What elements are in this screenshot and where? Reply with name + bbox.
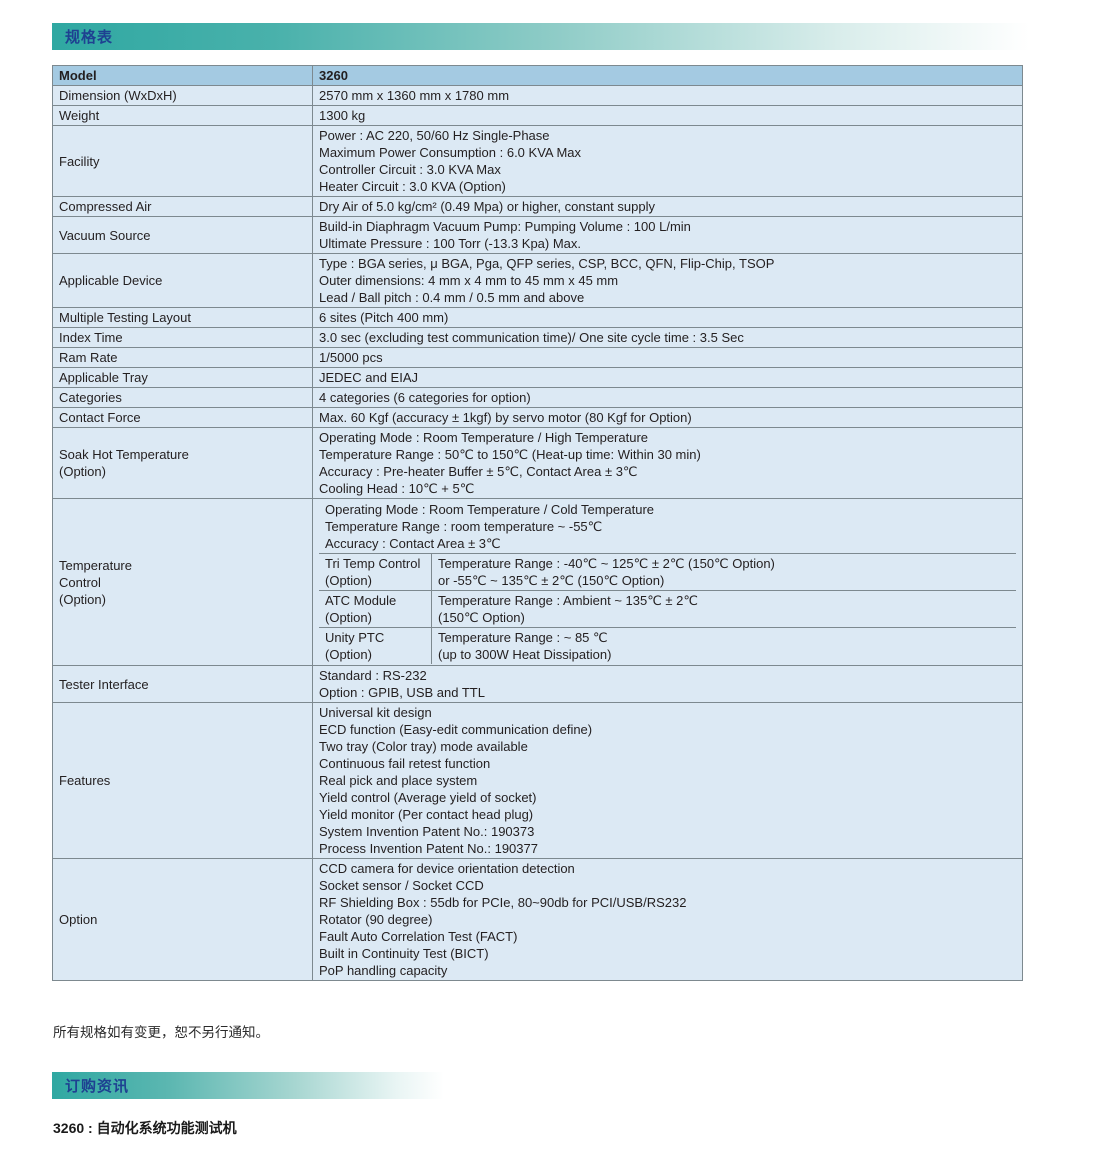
row-weight: Weight 1300 kg (52, 105, 1023, 126)
row-applicable-device: Applicable Device Type : BGA series, μ B… (52, 253, 1023, 308)
row-temperature-control: Temperature Control (Option) Operating M… (52, 498, 1023, 666)
label-cell: Soak Hot Temperature (Option) (52, 427, 313, 499)
tc-sub-row-tri-temp: Tri Temp Control (Option) Temperature Ra… (319, 554, 1016, 591)
value-cell: 2570 mm x 1360 mm x 1780 mm (312, 85, 1023, 106)
row-facility: Facility Power : AC 220, 50/60 Hz Single… (52, 125, 1023, 197)
tc-sub-row-atc-module: ATC Module (Option) Temperature Range : … (319, 591, 1016, 628)
row-features: Features Universal kit design ECD functi… (52, 702, 1023, 859)
label-cell: Features (52, 702, 313, 859)
order-section-bar: 订购资讯 (52, 1072, 444, 1099)
ordering-model-description: 自动化系统功能测试机 (96, 1120, 237, 1136)
row-multiple-testing-layout: Multiple Testing Layout 6 sites (Pitch 4… (52, 307, 1023, 328)
spec-section-bar: 规格表 (52, 23, 1060, 50)
ordering-model-number: 3260 (53, 1120, 85, 1136)
tc-sub-label: ATC Module (Option) (319, 591, 432, 627)
row-dimension: Dimension (WxDxH) 2570 mm x 1360 mm x 17… (52, 85, 1023, 106)
row-index-time: Index Time 3.0 sec (excluding test commu… (52, 327, 1023, 348)
label-cell: Compressed Air (52, 196, 313, 217)
row-ram-rate: Ram Rate 1/5000 pcs (52, 347, 1023, 368)
value-cell: 1/5000 pcs (312, 347, 1023, 368)
value-cell: Universal kit design ECD function (Easy-… (312, 702, 1023, 859)
model-value-cell: 3260 (312, 65, 1023, 86)
value-cell: Operating Mode : Room Temperature / High… (312, 427, 1023, 499)
tc-sub-value: Temperature Range : Ambient ~ 135℃ ± 2℃ … (438, 593, 698, 625)
value-cell: JEDEC and EIAJ (312, 367, 1023, 388)
row-soak-hot-temperature: Soak Hot Temperature (Option) Operating … (52, 427, 1023, 499)
label-cell: Applicable Tray (52, 367, 313, 388)
model-header-cell: Model (52, 65, 313, 86)
label-cell: Contact Force (52, 407, 313, 428)
value-cell: Power : AC 220, 50/60 Hz Single-Phase Ma… (312, 125, 1023, 197)
tc-sub-value: Temperature Range : -40℃ ~ 125℃ ± 2℃ (15… (438, 556, 775, 588)
ordering-separator: : (84, 1120, 97, 1136)
row-vacuum-source: Vacuum Source Build-in Diaphragm Vacuum … (52, 216, 1023, 254)
value-cell: 6 sites (Pitch 400 mm) (312, 307, 1023, 328)
label-cell: Index Time (52, 327, 313, 348)
tc-sub-label: Tri Temp Control (Option) (319, 554, 432, 590)
label-cell: Vacuum Source (52, 216, 313, 254)
row-tester-interface: Tester Interface Standard : RS-232 Optio… (52, 665, 1023, 703)
label-cell: Ram Rate (52, 347, 313, 368)
value-cell: Max. 60 Kgf (accuracy ± 1kgf) by servo m… (312, 407, 1023, 428)
value-cell: 3.0 sec (excluding test communication ti… (312, 327, 1023, 348)
label-cell: Option (52, 858, 313, 981)
value-cell: Type : BGA series, μ BGA, Pga, QFP serie… (312, 253, 1023, 308)
spec-section-title: 规格表 (65, 29, 114, 46)
value-cell: Build-in Diaphragm Vacuum Pump: Pumping … (312, 216, 1023, 254)
table-header-row: Model 3260 (52, 65, 1023, 86)
row-applicable-tray: Applicable Tray JEDEC and EIAJ (52, 367, 1023, 388)
value-cell: 1300 kg (312, 105, 1023, 126)
tc-sub-label: Unity PTC (Option) (319, 628, 432, 664)
value-cell: CCD camera for device orientation detect… (312, 858, 1023, 981)
spec-table: Model 3260 Dimension (WxDxH) 2570 mm x 1… (52, 65, 1023, 981)
order-section-title: 订购资讯 (65, 1078, 130, 1095)
label-cell: Multiple Testing Layout (52, 307, 313, 328)
label-cell: Dimension (WxDxH) (52, 85, 313, 106)
value-cell: Standard : RS-232 Option : GPIB, USB and… (312, 665, 1023, 703)
temperature-control-value-cell: Operating Mode : Room Temperature / Cold… (312, 498, 1023, 666)
tc-sub-value: Temperature Range : ~ 85 ℃ (up to 300W H… (438, 630, 612, 662)
row-compressed-air: Compressed Air Dry Air of 5.0 kg/cm² (0.… (52, 196, 1023, 217)
label-cell: Facility (52, 125, 313, 197)
value-cell: 4 categories (6 categories for option) (312, 387, 1023, 408)
label-cell: Applicable Device (52, 253, 313, 308)
label-cell: Weight (52, 105, 313, 126)
value-cell: Dry Air of 5.0 kg/cm² (0.49 Mpa) or high… (312, 196, 1023, 217)
label-cell: Categories (52, 387, 313, 408)
tc-sub-row-unity-ptc: Unity PTC (Option) Temperature Range : ~… (319, 628, 1016, 664)
label-cell: Temperature Control (Option) (52, 498, 313, 666)
row-contact-force: Contact Force Max. 60 Kgf (accuracy ± 1k… (52, 407, 1023, 428)
ordering-line: 3260 : 自动化系统功能测试机 (53, 1118, 237, 1138)
row-option: Option CCD camera for device orientation… (52, 858, 1023, 981)
tc-general-block: Operating Mode : Room Temperature / Cold… (319, 500, 1016, 554)
disclaimer-text: 所有规格如有变更，恕不另行通知。 (53, 1025, 269, 1040)
label-cell: Tester Interface (52, 665, 313, 703)
row-categories: Categories 4 categories (6 categories fo… (52, 387, 1023, 408)
